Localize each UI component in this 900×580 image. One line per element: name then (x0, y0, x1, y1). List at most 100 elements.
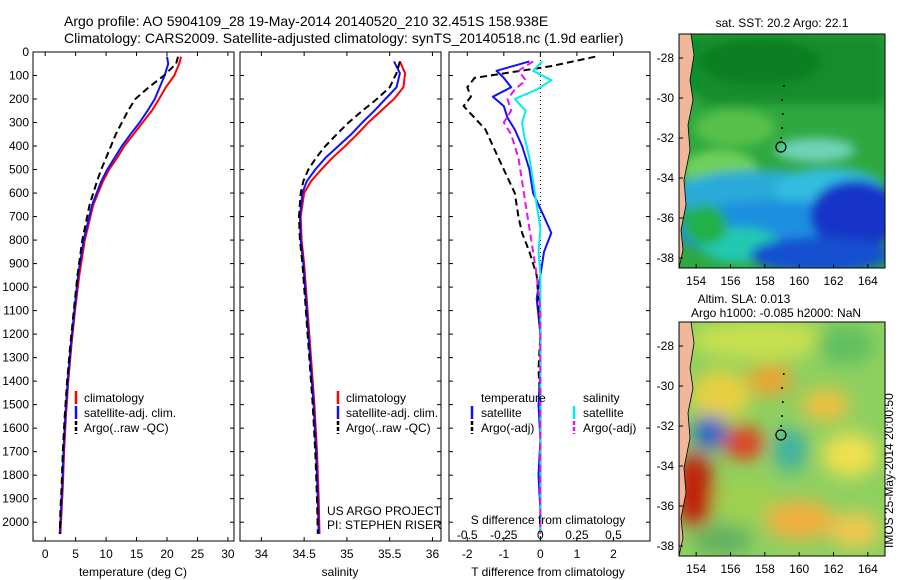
legend-heading-temperature: temperature (481, 391, 546, 405)
y-tick-label: 300 (9, 116, 29, 130)
temperature-ticks: 0 5 10 15 20 25 300100200300400500600700800900… (2, 45, 235, 561)
track-point (781, 113, 784, 115)
legend-label-s-argo: Argo(-adj) (583, 421, 636, 435)
x-tick-label: 20 (160, 547, 174, 561)
x-tick-label: 10 (99, 547, 113, 561)
y-tick-label: 1700 (2, 445, 29, 459)
difference-panel: -2 -1 0 1 2 S difference from climatology -0… (448, 51, 651, 579)
y-tick-label: 200 (9, 92, 29, 106)
s-difference-ticks: -0.5 -0.25 0 0.25 0.5 (457, 528, 622, 542)
sla-field (679, 322, 885, 556)
credit-pi: PI: STEPHEN RISER (327, 518, 442, 532)
sst-map: sat. SST: 20.2 Argo: 22.1 154 156 158 1 (657, 16, 886, 288)
track-point (782, 85, 785, 87)
salinity-legend: climatology satellite-adj. clim. Argo(..… (336, 391, 438, 435)
track-point (781, 401, 784, 403)
sla-land-australia (679, 322, 695, 556)
track-point (780, 137, 783, 139)
legend-heading-salinity: salinity (583, 391, 620, 405)
map-y-tick-label: -36 (657, 211, 675, 225)
x-tick-label: 34 (255, 547, 269, 561)
y-tick-label: 1100 (3, 304, 29, 318)
s-tick-label: -0.25 (490, 528, 518, 542)
track-point (781, 127, 783, 129)
track-point (780, 425, 783, 427)
sla-map-marks (775, 373, 787, 441)
map-x-tick-label: 158 (755, 562, 775, 576)
map-y-tick-label: -32 (657, 419, 675, 433)
y-tick-label: 700 (9, 210, 29, 224)
salinity-xlabel: salinity (322, 565, 359, 579)
x-tick-label: -1 (498, 547, 509, 561)
y-tick-label: 1200 (2, 327, 29, 341)
temperature-xlabel: temperature (deg C) (79, 565, 187, 579)
s-tick-label: 0.5 (605, 528, 622, 542)
x-tick-label: 0 (42, 547, 49, 561)
x-tick-label: 1 (574, 547, 581, 561)
legend-label-argo: Argo(..raw -QC) (346, 421, 431, 435)
y-tick-label: 1400 (2, 374, 29, 388)
map-y-tick-label: -30 (657, 379, 675, 393)
y-tick-label: 1600 (2, 421, 29, 435)
series-temperature-argo-adj- (462, 55, 596, 534)
credit-project: US ARGO PROJECT (327, 504, 442, 518)
profile-location-marker (775, 141, 787, 153)
x-tick-label: 0 (537, 547, 544, 561)
timestamp: IMOS 25-May-2014 20:00:50 (882, 393, 896, 548)
temperature-axes-box (32, 51, 235, 542)
track-point (781, 387, 783, 389)
map-y-tick-label: -30 (657, 91, 675, 105)
salinity-ticks: 34 34.5 35 35.5 36 (240, 51, 441, 561)
map-x-tick-label: 160 (789, 562, 809, 576)
map-x-tick-label: 156 (720, 562, 740, 576)
difference-ticks: -2 -1 0 1 2 (449, 51, 650, 561)
legend-label-t-satellite: satellite (481, 406, 522, 420)
sst-field (679, 34, 885, 268)
x-tick-label: 35 (340, 547, 354, 561)
map-y-tick-label: -28 (657, 339, 675, 353)
s-difference-label: S difference from climatology (471, 513, 626, 527)
y-tick-label: 1800 (2, 468, 29, 482)
track-point (781, 415, 783, 417)
series-temperature-satellite (491, 60, 553, 534)
sst-map-ticks: 154 156 158 160 162 164 -28 -30 -32 -34 -36 -38 (657, 51, 879, 288)
salinity-series (298, 60, 407, 534)
legend-label-satellite: satellite-adj. clim. (84, 406, 176, 420)
x-tick-label: 25 (191, 547, 205, 561)
map-y-tick-label: -36 (657, 499, 675, 513)
y-tick-label: 100 (9, 69, 29, 83)
map-y-tick-label: -38 (657, 539, 675, 553)
x-tick-label: 35.5 (378, 547, 402, 561)
x-tick-label: 34.5 (292, 547, 316, 561)
sst-land-australia (679, 34, 695, 268)
sst-map-marks (775, 85, 787, 153)
x-tick-label: -2 (462, 547, 473, 561)
y-tick-label: 800 (9, 233, 29, 247)
series-salinity-argo-adj- (502, 60, 542, 534)
sla-map-frame (678, 321, 886, 557)
y-tick-label: 1900 (2, 492, 29, 506)
t-difference-label: T difference from climatology (471, 565, 625, 579)
series-satellite-adj-clim- (298, 60, 401, 534)
legend-label-climatology: climatology (346, 391, 406, 405)
y-tick-label: 1300 (2, 351, 29, 365)
map-y-tick-label: -34 (657, 171, 675, 185)
salinity-axes-box (239, 51, 442, 542)
map-x-tick-label: 154 (686, 274, 706, 288)
legend-label-argo: Argo(..raw -QC) (84, 421, 169, 435)
series-salinity-satellite (513, 60, 553, 534)
map-x-tick-label: 154 (686, 562, 706, 576)
map-y-tick-label: -28 (657, 51, 675, 65)
series-argo-raw-qc- (298, 61, 401, 534)
map-x-tick-label: 162 (823, 562, 843, 576)
map-y-tick-label: -32 (657, 131, 675, 145)
salinity-panel: 34 34.5 35 35.5 36 salinity climatology sate… (239, 51, 442, 579)
y-tick-label: 600 (9, 186, 29, 200)
sst-map-frame (678, 33, 886, 269)
y-tick-label: 1500 (2, 398, 29, 412)
map-y-tick-label: -34 (657, 459, 675, 473)
header-line-2: Climatology: CARS2009. Satellite-adjuste… (64, 30, 624, 46)
difference-legend: temperature satellite Argo(-adj) salinit… (470, 391, 636, 435)
x-tick-label: 30 (221, 547, 235, 561)
